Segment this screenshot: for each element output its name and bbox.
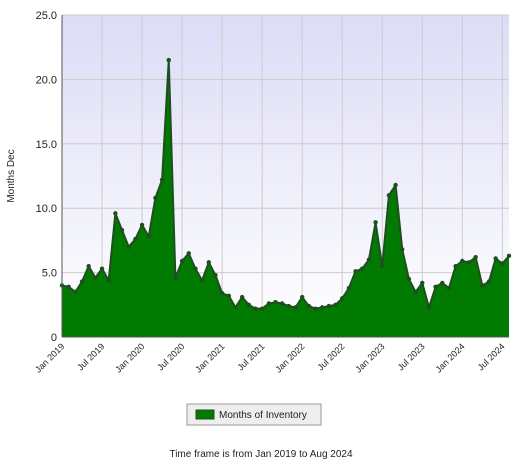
data-point	[239, 294, 245, 300]
data-point	[299, 294, 305, 300]
data-point	[253, 306, 258, 311]
footer: Time frame is from Jan 2019 to Aug 2024	[169, 449, 352, 460]
data-point	[146, 234, 151, 239]
data-point	[373, 220, 378, 225]
data-point	[73, 289, 78, 295]
y-tick-label: 0	[51, 332, 57, 344]
y-tick-label: 5.0	[42, 268, 57, 280]
x-tick-label: Jul 2019	[75, 341, 106, 372]
legend-swatch	[195, 409, 215, 420]
data-point	[186, 251, 191, 256]
legend-label: Months of Inventory	[219, 410, 307, 421]
data-point	[493, 256, 498, 261]
data-point	[166, 57, 171, 63]
data-point	[233, 305, 238, 310]
x-tick-label: Jan 2020	[113, 341, 146, 374]
data-point	[366, 257, 372, 262]
data-point	[293, 305, 298, 310]
data-point	[353, 269, 358, 274]
data-point	[66, 284, 71, 289]
data-point	[173, 275, 178, 280]
data-point	[333, 302, 338, 307]
data-point	[360, 266, 365, 271]
x-tick-label: Jan 2021	[193, 341, 226, 374]
legend-box	[186, 403, 322, 426]
data-point	[473, 254, 478, 260]
data-point	[413, 289, 418, 295]
data-point	[466, 260, 472, 265]
data-point	[480, 283, 485, 288]
data-point	[273, 300, 278, 305]
data-point	[226, 293, 231, 298]
data-point	[400, 247, 405, 252]
data-point	[113, 211, 118, 216]
data-point	[153, 195, 158, 201]
x-tick-label: Jan 2024	[433, 341, 466, 374]
data-point	[199, 278, 205, 283]
y-axis-title: Months Dec	[6, 149, 17, 202]
data-point	[99, 266, 105, 271]
data-point	[460, 258, 465, 264]
data-point	[126, 244, 131, 250]
x-tick-label: Jan 2023	[353, 341, 386, 374]
x-tick-label: Jul 2023	[396, 341, 427, 372]
x-tick-label: Jul 2020	[155, 341, 186, 372]
data-point	[393, 182, 398, 188]
data-point	[306, 303, 312, 309]
data-point	[79, 279, 85, 284]
data-point	[446, 285, 452, 291]
data-point	[279, 301, 285, 306]
data-point	[346, 285, 352, 291]
data-point	[506, 253, 512, 259]
data-point	[259, 306, 265, 311]
data-point	[453, 263, 458, 269]
data-point	[139, 222, 145, 228]
x-tick-label: Jan 2019	[33, 341, 66, 374]
y-tick-label: 10.0	[36, 203, 57, 215]
data-point	[119, 227, 125, 233]
data-point	[500, 261, 505, 266]
data-point	[326, 303, 332, 309]
data-point	[380, 263, 385, 269]
data-point	[133, 236, 138, 242]
data-point	[486, 279, 492, 284]
data-point	[420, 280, 425, 286]
data-point	[246, 302, 252, 307]
x-tick-label: Jul 2024	[476, 341, 507, 372]
data-point	[219, 291, 225, 296]
legend: Months of Inventory	[186, 403, 322, 426]
data-point	[386, 193, 392, 198]
y-tick-label: 20.0	[36, 74, 57, 86]
data-point	[86, 263, 91, 269]
y-tick-label: 15.0	[36, 139, 57, 151]
area	[62, 60, 509, 337]
x-tick-label: Jul 2021	[235, 341, 266, 372]
data-point	[426, 305, 432, 310]
data-point	[266, 301, 272, 306]
data-point	[440, 280, 445, 286]
data-point	[106, 278, 111, 283]
y-tick-label: 25.0	[36, 10, 57, 22]
data-point	[179, 258, 185, 264]
area-line	[61, 60, 510, 311]
data-point	[213, 272, 218, 278]
x-tick-label: Jul 2022	[315, 341, 346, 372]
data-point	[313, 306, 318, 311]
data-point	[193, 266, 198, 271]
data-point	[340, 296, 345, 301]
data-point	[319, 305, 325, 310]
data-point	[159, 177, 165, 183]
data-point	[286, 303, 292, 309]
x-tick-label: Jan 2022	[273, 341, 306, 374]
data-point	[433, 284, 438, 289]
data-point	[206, 260, 211, 265]
data-point	[93, 275, 98, 280]
data-point	[406, 276, 412, 282]
